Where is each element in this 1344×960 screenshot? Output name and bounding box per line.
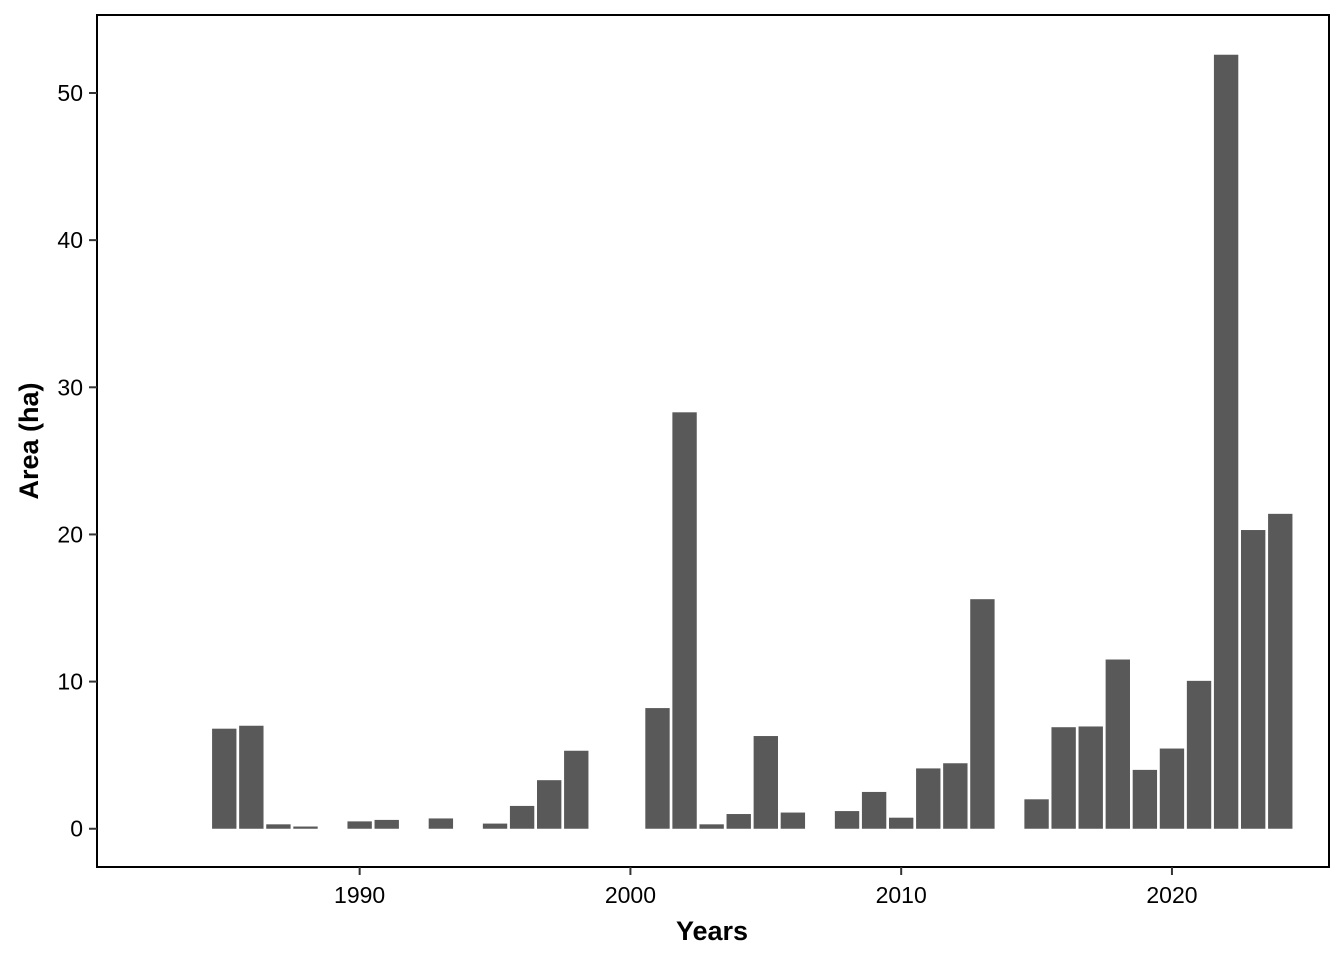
y-tick-label: 30 <box>57 374 83 400</box>
bar-2008 <box>834 811 860 829</box>
bar-2021 <box>1186 680 1212 829</box>
bar-1986 <box>239 725 264 829</box>
bar-1996 <box>509 805 535 829</box>
bar-2013 <box>970 599 995 829</box>
bar-2006 <box>780 812 806 829</box>
bar-2015 <box>1024 799 1049 829</box>
bar-1991 <box>374 819 399 829</box>
bar-2002 <box>672 412 697 829</box>
x-tick-label: 2020 <box>1146 882 1197 908</box>
bar-2004 <box>726 814 751 829</box>
bar-1985 <box>212 728 237 829</box>
bar-2017 <box>1078 726 1103 829</box>
bar-2009 <box>861 791 887 829</box>
bar-1988 <box>293 826 318 829</box>
x-tick-label: 1990 <box>334 882 385 908</box>
bars-group <box>212 54 1293 829</box>
x-axis: 1990 2000 2010 2020 <box>334 867 1198 908</box>
bar-2001 <box>645 708 670 829</box>
bar-2005 <box>753 736 778 829</box>
bar-2003 <box>699 824 724 829</box>
bar-2016 <box>1051 727 1076 829</box>
x-tick-label: 2000 <box>605 882 656 908</box>
bar-2024 <box>1268 513 1293 829</box>
bar-2019 <box>1132 769 1158 829</box>
x-axis-title: Years <box>676 916 748 946</box>
y-tick-label: 50 <box>57 80 83 106</box>
bar-2023 <box>1241 530 1266 829</box>
plot-panel-border <box>96 14 1330 868</box>
bar-2018 <box>1105 659 1130 829</box>
y-tick-label: 40 <box>57 227 83 253</box>
bar-2010 <box>889 817 914 829</box>
bar-1998 <box>564 750 589 829</box>
y-axis-title: Area (ha) <box>14 382 44 499</box>
bar-2011 <box>916 768 941 829</box>
bar-2022 <box>1213 54 1239 829</box>
y-tick-label: 0 <box>70 816 83 842</box>
bar-1990 <box>347 821 372 829</box>
y-axis: 0 10 20 30 40 50 <box>57 80 97 842</box>
bar-1987 <box>266 824 291 829</box>
bar-2012 <box>943 763 968 829</box>
bar-1995 <box>482 823 508 829</box>
bar-1993 <box>428 818 454 829</box>
bar-1997 <box>537 780 562 829</box>
y-tick-label: 10 <box>57 669 83 695</box>
y-tick-label: 20 <box>57 521 83 547</box>
bar-2020 <box>1159 748 1185 829</box>
x-tick-label: 2010 <box>876 882 927 908</box>
